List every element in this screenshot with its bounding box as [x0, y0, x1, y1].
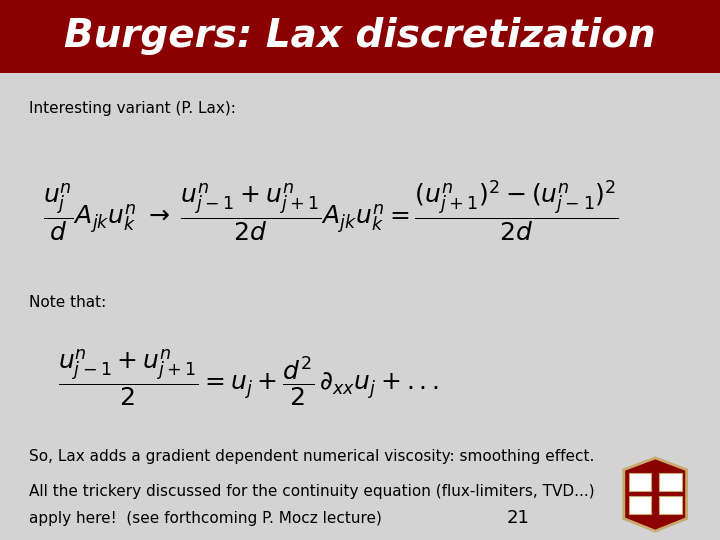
Text: All the trickery discussed for the continuity equation (flux-limiters, TVD...): All the trickery discussed for the conti… — [29, 484, 595, 499]
Text: Note that:: Note that: — [29, 295, 106, 310]
Text: So, Lax adds a gradient dependent numerical viscosity: smoothing effect.: So, Lax adds a gradient dependent numeri… — [29, 449, 594, 464]
FancyBboxPatch shape — [660, 473, 682, 491]
Text: Interesting variant (P. Lax):: Interesting variant (P. Lax): — [29, 100, 235, 116]
Polygon shape — [624, 458, 687, 531]
FancyBboxPatch shape — [629, 496, 651, 514]
Text: apply here!  (see forthcoming P. Mocz lecture): apply here! (see forthcoming P. Mocz lec… — [29, 511, 382, 526]
FancyBboxPatch shape — [629, 473, 651, 491]
FancyBboxPatch shape — [660, 496, 682, 514]
Text: $\dfrac{u_j^n}{d} A_{jk} u_k^n \;\rightarrow\; \dfrac{u_{j-1}^n + u_{j+1}^n}{2d}: $\dfrac{u_j^n}{d} A_{jk} u_k^n \;\righta… — [43, 178, 619, 243]
Text: 21: 21 — [507, 509, 530, 528]
Text: Burgers: Lax discretization: Burgers: Lax discretization — [64, 17, 656, 56]
FancyBboxPatch shape — [0, 0, 720, 73]
Text: $\dfrac{u_{j-1}^n + u_{j+1}^n}{2} = u_j + \dfrac{d^2}{2}\,\partial_{xx} u_j + ..: $\dfrac{u_{j-1}^n + u_{j+1}^n}{2} = u_j … — [58, 348, 438, 408]
